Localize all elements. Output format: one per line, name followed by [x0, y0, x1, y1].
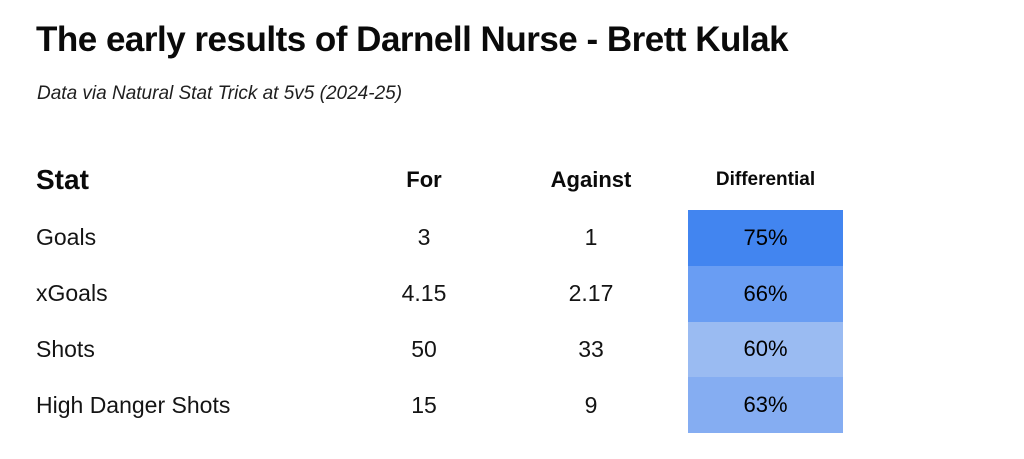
differential-value-cell: 63% [688, 377, 843, 433]
data-source-subtitle: Data via Natural Stat Trick at 5v5 (2024… [37, 83, 403, 104]
column-header-for: For [406, 167, 442, 192]
stat-label-cell: xGoals [36, 280, 108, 307]
for-value-cell: 15 [411, 391, 437, 418]
column-header-stat: Stat [36, 164, 89, 195]
differential-value-cell: 60% [688, 321, 843, 378]
differential-value-cell: 66% [688, 265, 843, 322]
stats-table: Stat For Against Differential Goals 3 1 75%… [36, 150, 843, 433]
stat-label-cell: Shots [36, 335, 95, 362]
against-value-cell: 33 [578, 335, 604, 362]
column-header-against: Against [550, 167, 632, 192]
for-value-cell: 3 [417, 224, 431, 251]
differential-value-cell: 75% [688, 210, 843, 266]
for-value-cell: 50 [411, 335, 437, 362]
page-title: The early results of Darnell Nurse - Bre… [36, 20, 789, 59]
against-value-cell: 9 [584, 391, 598, 418]
stat-label-cell: Goals [36, 224, 97, 251]
against-value-cell: 1 [584, 224, 598, 251]
stat-label-cell: High Danger Shots [36, 391, 231, 418]
against-value-cell: 2.17 [568, 280, 614, 307]
column-header-differential: Differential [715, 169, 816, 190]
for-value-cell: 4.15 [401, 280, 447, 307]
